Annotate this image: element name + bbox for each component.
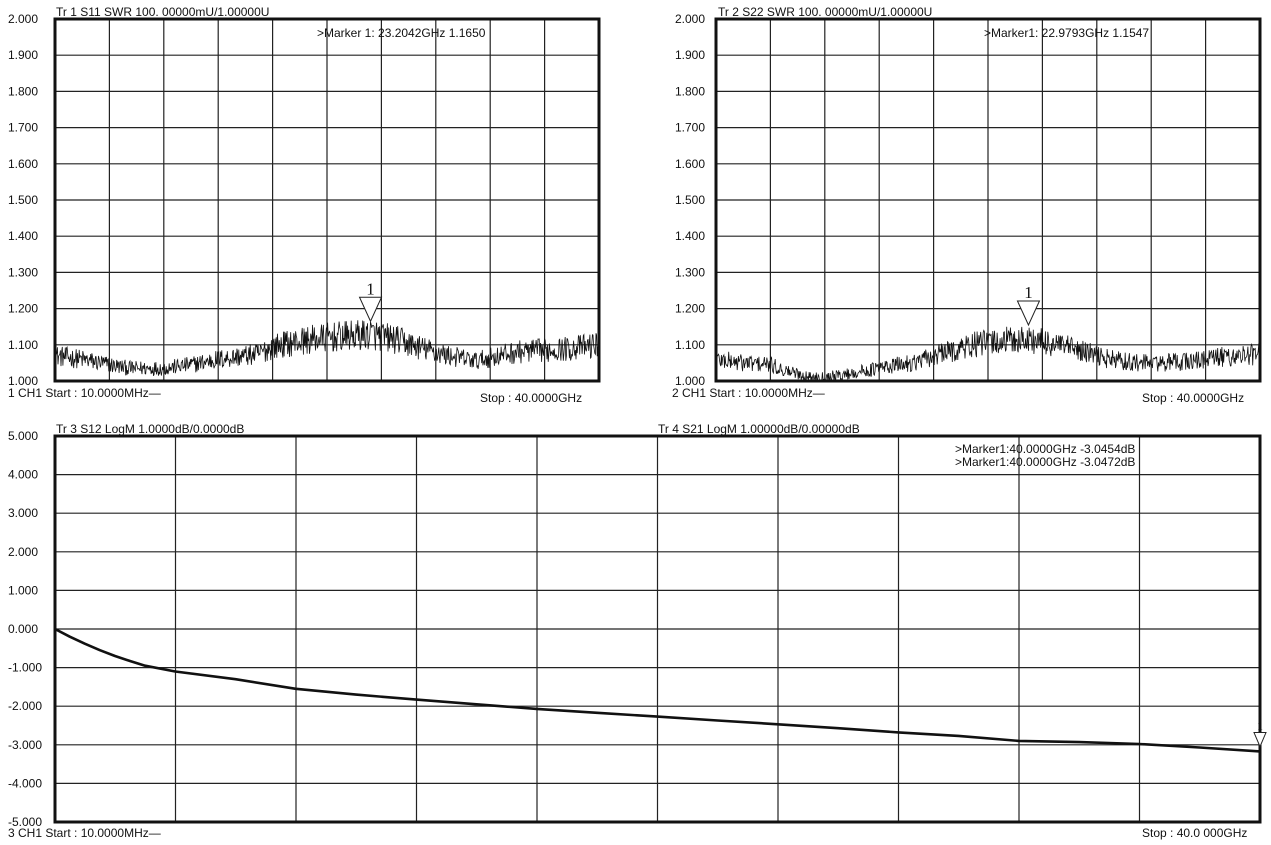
marker-layer: 1 bbox=[358, 279, 383, 323]
start-frequency-label: 2 CH1 Start : 10.0000MHz— bbox=[672, 386, 825, 400]
y-tick-label: 1.700 bbox=[675, 121, 705, 135]
marker-triangle bbox=[1253, 732, 1267, 748]
plot-frame bbox=[714, 17, 1262, 383]
y-tick-label: -4.000 bbox=[8, 776, 42, 790]
start-frequency-label: 1 CH1 Start : 10.0000MHz— bbox=[8, 386, 161, 400]
y-tick-label: 1.100 bbox=[675, 338, 705, 352]
y-tick-label: 1.800 bbox=[675, 84, 705, 98]
y-tick-label: 2.000 bbox=[675, 12, 705, 26]
y-tick-label: 1.900 bbox=[675, 48, 705, 62]
trace-s22 bbox=[715, 326, 1261, 382]
stop-frequency-label: Stop : 40.0 000GHz bbox=[1142, 826, 1247, 840]
plot-frame bbox=[53, 17, 601, 383]
y-tick-label: 1.400 bbox=[675, 229, 705, 243]
y-tick-label: -3.000 bbox=[8, 738, 42, 752]
y-tick-label: 1.600 bbox=[8, 157, 38, 171]
y-tick-label: 1.700 bbox=[8, 121, 38, 135]
stop-frequency-label: Stop : 40.0000GHz bbox=[480, 391, 582, 405]
y-tick-label: 1.300 bbox=[8, 265, 38, 279]
plot-grid bbox=[716, 19, 1260, 381]
panel-title: Tr 2 S22 SWR 100. 00000mU/1.00000U bbox=[718, 5, 932, 19]
y-tick-label: 4.000 bbox=[8, 468, 38, 482]
trace-s11 bbox=[54, 320, 600, 376]
y-tick-label: 1.100 bbox=[8, 338, 38, 352]
panel-tr1-s11: Tr 1 S11 SWR 100. 00000mU/1.00000U 2.000… bbox=[8, 5, 601, 405]
panel-tr3-tr4: Tr 3 S12 LogM 1.0000dB/0.0000dB Tr 4 S21… bbox=[8, 422, 1267, 840]
y-tick-label: 1.900 bbox=[8, 48, 38, 62]
y-tick-label: 2.000 bbox=[8, 12, 38, 26]
marker-readout-2: >Marker1:40.0000GHz -3.0472dB bbox=[955, 455, 1135, 469]
panel-title-tr4: Tr 4 S21 LogM 1.00000dB/0.00000dB bbox=[658, 422, 860, 436]
start-frequency-label: 3 CH1 Start : 10.0000MHz— bbox=[8, 826, 161, 840]
marker-triangle bbox=[358, 296, 383, 323]
y-tick-label: 5.000 bbox=[8, 429, 38, 443]
y-tick-label: 1.000 bbox=[8, 374, 38, 388]
y-tick-label: 1.000 bbox=[675, 374, 705, 388]
y-tick-label: 2.000 bbox=[8, 545, 38, 559]
y-axis-ticks: 5.000 4.000 3.000 2.000 1.000 0.000 -1.000 -2.0… bbox=[8, 429, 42, 829]
marker-number: 1 bbox=[1024, 283, 1033, 302]
marker-readout: >Marker 1: 23.2042GHz 1.1650 bbox=[317, 26, 486, 40]
marker-number: 1 bbox=[366, 279, 375, 298]
marker-number: 1 bbox=[1257, 719, 1263, 733]
marker-layer: 1 bbox=[1016, 283, 1041, 327]
trace-s21-s12 bbox=[54, 627, 1261, 753]
y-tick-label: -5.000 bbox=[8, 815, 42, 829]
plot-frame bbox=[53, 434, 1262, 824]
y-axis-ticks: 2.000 1.900 1.800 1.700 1.600 1.500 1.400 1.300… bbox=[675, 12, 705, 388]
marker-readout: >Marker1: 22.9793GHz 1.1547 bbox=[984, 26, 1149, 40]
y-tick-label: -1.000 bbox=[8, 661, 42, 675]
marker-triangle bbox=[1016, 300, 1041, 327]
y-tick-label: 1.200 bbox=[8, 302, 38, 316]
y-tick-label: 0.000 bbox=[8, 622, 38, 636]
y-tick-label: 1.500 bbox=[8, 193, 38, 207]
marker-readout-1: >Marker1:40.0000GHz -3.0454dB bbox=[955, 442, 1135, 456]
plot-grid bbox=[55, 19, 599, 381]
y-tick-label: 1.400 bbox=[8, 229, 38, 243]
panel-tr2-s22: Tr 2 S22 SWR 100. 00000mU/1.00000U 2.000… bbox=[672, 5, 1262, 405]
plot-grid bbox=[55, 436, 1260, 822]
y-tick-label: 1.800 bbox=[8, 84, 38, 98]
y-tick-label: 1.500 bbox=[675, 193, 705, 207]
y-tick-label: -2.000 bbox=[8, 699, 42, 713]
y-tick-label: 1.600 bbox=[675, 157, 705, 171]
marker-layer: 1 bbox=[1253, 719, 1267, 748]
stop-frequency-label: Stop : 40.0000GHz bbox=[1142, 391, 1244, 405]
y-tick-label: 1.300 bbox=[675, 265, 705, 279]
y-axis-ticks: 2.000 1.900 1.800 1.700 1.600 1.500 1.400 1.300… bbox=[8, 12, 38, 388]
y-tick-label: 1.000 bbox=[8, 583, 38, 597]
panel-title: Tr 1 S11 SWR 100. 00000mU/1.00000U bbox=[56, 5, 269, 19]
y-tick-label: 1.200 bbox=[675, 302, 705, 316]
panel-title-tr3: Tr 3 S12 LogM 1.0000dB/0.0000dB bbox=[56, 422, 244, 436]
y-tick-label: 3.000 bbox=[8, 506, 38, 520]
